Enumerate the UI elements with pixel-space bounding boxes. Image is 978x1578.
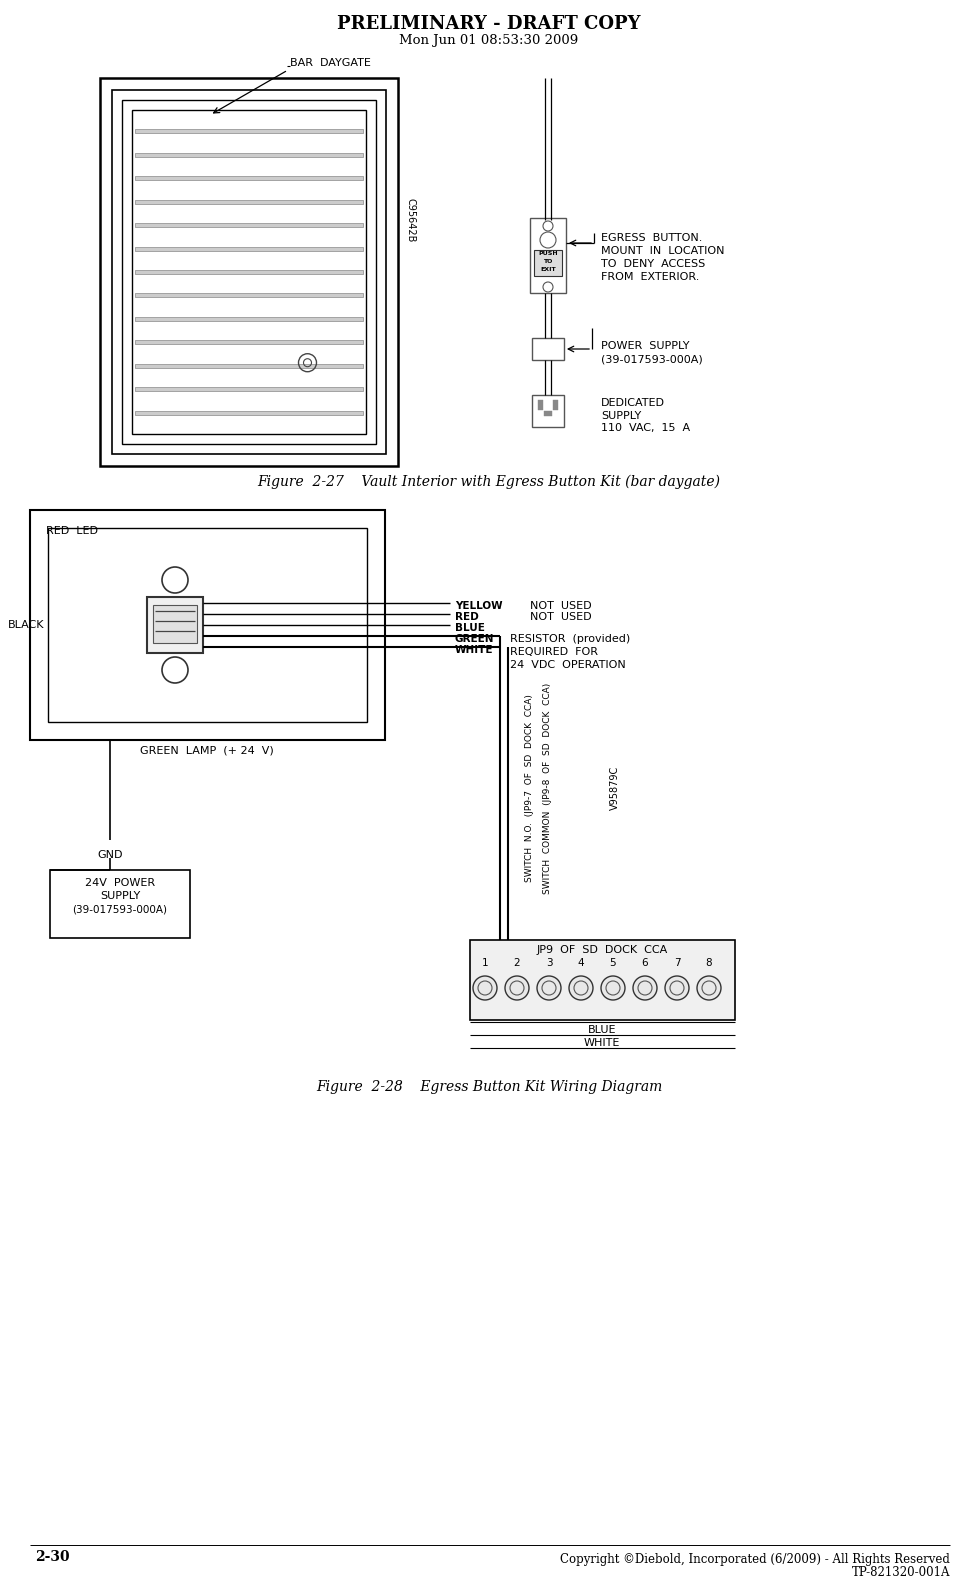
Bar [531,338,563,360]
Bar [135,341,363,344]
Text: BLUE: BLUE [455,623,484,633]
Bar [531,394,563,428]
Text: MOUNT  IN  LOCATION: MOUNT IN LOCATION [600,246,724,256]
Text: RESISTOR  (provided): RESISTOR (provided) [510,634,630,644]
Text: REQUIRED  FOR: REQUIRED FOR [510,647,598,656]
Text: GREEN: GREEN [455,634,494,644]
Text: TO: TO [543,259,553,264]
Text: TP-821320-001A: TP-821320-001A [851,1565,949,1578]
Text: BLUE: BLUE [587,1026,615,1035]
Text: POWER  SUPPLY: POWER SUPPLY [600,341,689,350]
Text: 8: 8 [705,958,712,967]
Text: (39-017593-000A): (39-017593-000A) [600,353,702,365]
Bar [50,869,190,937]
Bar [135,270,363,275]
Text: RED  LED: RED LED [46,525,98,537]
Text: WHITE: WHITE [583,1038,619,1048]
Text: 110  VAC,  15  A: 110 VAC, 15 A [600,423,689,432]
Text: EXIT: EXIT [540,267,556,271]
Text: SWITCH  COMMON  (JP9-8  OF  SD  DOCK  CCA): SWITCH COMMON (JP9-8 OF SD DOCK CCA) [543,682,552,893]
Bar [135,153,363,156]
Bar [153,604,197,642]
Text: SWITCH  N.O.  (JP9-7  OF  SD  DOCK  CCA): SWITCH N.O. (JP9-7 OF SD DOCK CCA) [525,694,534,882]
Bar [135,294,363,297]
Text: GREEN  LAMP  (+ 24  V): GREEN LAMP (+ 24 V) [140,745,274,754]
Bar [132,110,366,434]
Circle shape [505,977,528,1000]
Circle shape [664,977,689,1000]
Bar [135,222,363,227]
Text: 2: 2 [513,958,519,967]
Text: (39-017593-000A): (39-017593-000A) [72,904,167,914]
Text: GND: GND [97,851,122,860]
Text: 6: 6 [641,958,647,967]
Bar [100,77,398,466]
Text: EGRESS  BUTTON.: EGRESS BUTTON. [600,234,701,243]
Text: BAR  DAYGATE: BAR DAYGATE [289,58,371,68]
Text: SUPPLY: SUPPLY [100,892,140,901]
Bar [135,387,363,391]
Text: TO  DENY  ACCESS: TO DENY ACCESS [600,259,704,268]
Circle shape [472,977,497,1000]
Bar [135,317,363,320]
Circle shape [600,977,624,1000]
Bar [135,177,363,180]
Text: 24V  POWER: 24V POWER [85,877,155,888]
Text: FROM  EXTERIOR.: FROM EXTERIOR. [600,271,698,282]
Text: NOT  USED: NOT USED [529,612,591,622]
Bar [553,399,557,410]
Text: JP9  OF  SD  DOCK  CCA: JP9 OF SD DOCK CCA [536,945,667,955]
Text: YELLOW: YELLOW [455,601,502,611]
Bar [538,399,543,410]
Text: Figure  2-28    Egress Button Kit Wiring Diagram: Figure 2-28 Egress Button Kit Wiring Dia… [316,1079,661,1094]
Bar [111,90,385,454]
Bar [135,200,363,204]
Text: PRELIMINARY - DRAFT COPY: PRELIMINARY - DRAFT COPY [336,16,640,33]
Text: 4: 4 [577,958,584,967]
Text: Copyright ©Diebold, Incorporated (6/2009) - All Rights Reserved: Copyright ©Diebold, Incorporated (6/2009… [559,1553,949,1565]
Bar [533,249,561,276]
Text: 3: 3 [545,958,552,967]
Bar [135,129,363,134]
Circle shape [696,977,720,1000]
Text: SUPPLY: SUPPLY [600,410,641,421]
Text: BLACK: BLACK [8,620,44,630]
Bar [135,363,363,368]
Text: NOT  USED: NOT USED [529,601,591,611]
Circle shape [633,977,656,1000]
Text: C95642B: C95642B [406,197,416,243]
Circle shape [568,977,593,1000]
Text: DEDICATED: DEDICATED [600,398,664,409]
Bar [529,218,565,294]
Text: WHITE: WHITE [455,645,493,655]
Bar [544,410,552,417]
Bar [135,246,363,251]
Text: Figure  2-27    Vault Interior with Egress Button Kit (bar daygate): Figure 2-27 Vault Interior with Egress B… [257,475,720,489]
Text: 24  VDC  OPERATION: 24 VDC OPERATION [510,660,625,671]
Text: PUSH: PUSH [538,251,557,256]
Text: 1: 1 [481,958,488,967]
Text: 7: 7 [673,958,680,967]
Text: RED: RED [455,612,478,622]
Bar [30,510,384,740]
Text: 5: 5 [609,958,616,967]
Bar [147,596,202,653]
Bar [469,940,734,1019]
Text: Mon Jun 01 08:53:30 2009: Mon Jun 01 08:53:30 2009 [399,35,578,47]
Circle shape [537,977,560,1000]
Text: 2-30: 2-30 [35,1550,69,1564]
Bar [135,410,363,415]
Bar [122,99,376,443]
Text: V95879C: V95879C [609,765,619,810]
Bar [48,529,367,723]
